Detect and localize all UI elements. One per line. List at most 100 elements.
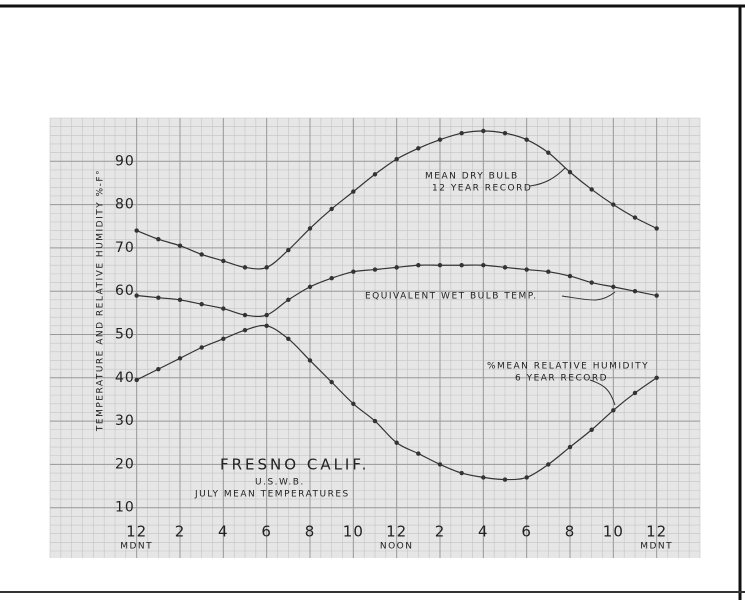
y-axis-label: TEMPERATURE AND RELATIVE HUMIDITY %-F° [96,169,106,432]
y-tick-label: 40 [115,370,135,386]
data-point [654,293,659,298]
data-point [437,462,443,467]
data-point [242,312,248,318]
data-point [372,418,378,424]
data-point [394,440,399,445]
data-point [156,237,161,242]
data-point [437,137,443,142]
data-point [242,265,248,270]
subtitle: U.S.W.B. [255,478,305,488]
data-point [286,336,291,342]
x-tick-label: 8 [565,523,576,541]
data-point [221,336,226,342]
series-label: MEAN DRY BULB [425,172,519,182]
grid [49,117,701,558]
data-point [416,146,421,151]
x-tick-label: 2 [435,523,446,541]
data-point [156,295,161,300]
data-point [567,444,573,450]
data-point [286,297,291,303]
data-point [134,228,139,233]
arrow [589,379,616,406]
arrow [529,167,566,187]
x-tick-label: 2 [175,523,186,541]
data-point [221,306,226,311]
data-point [632,390,638,396]
data-point [199,345,204,350]
series-label: %MEAN RELATIVE HUMIDITY [487,362,649,372]
data-point [199,301,204,307]
data-point [416,451,421,456]
y-tick-label: 10 [115,500,135,516]
data-point [329,276,334,281]
data-point [481,128,486,134]
caption: JULY MEAN TEMPERATURES [194,490,350,500]
y-tick-label: 90 [115,153,135,169]
data-point [177,297,183,303]
x-tick-label: 12 [646,523,667,541]
data-point [524,137,529,142]
data-point [177,243,183,248]
y-tick-label: 50 [115,327,135,343]
x-tick-label: 10 [343,523,364,541]
y-tick-label: 80 [115,197,135,213]
x-tick-label: 4 [218,523,229,541]
data-point [329,379,334,385]
data-point [286,247,291,253]
data-point [611,284,616,290]
data-point [589,187,594,192]
data-point [177,356,183,361]
x-sub-label: NOON [380,542,414,552]
x-tick-label: 6 [521,523,532,541]
data-point [632,215,638,220]
x-sub-label: MDNT [640,542,673,552]
data-point [502,477,508,482]
data-point [394,156,399,162]
data-point [394,265,399,270]
x-sub-label: MDNT [120,542,153,552]
data-point [307,226,313,231]
data-point [567,273,573,279]
y-tick-label: 20 [115,456,135,472]
data-point [351,269,356,274]
data-point [242,327,248,333]
data-point [156,366,161,372]
data-point [372,172,378,177]
data-point [134,377,139,383]
x-tick-label: 10 [603,523,624,541]
data-point [502,265,508,270]
data-point [567,169,573,175]
y-tick-label: 30 [115,413,135,429]
data-point [221,258,226,264]
data-point [307,358,313,363]
data-point [416,263,421,268]
x-tick-label: 12 [126,523,147,541]
data-point [481,263,486,268]
data-point [611,202,616,207]
data-point [459,263,464,268]
data-point [502,130,508,136]
data-point [611,408,616,413]
series-note: 6 YEAR RECORD [515,374,608,384]
data-point [329,206,334,212]
x-tick-label: 6 [261,523,272,541]
x-tick-label: 4 [478,523,489,541]
data-point [307,284,313,290]
data-point [546,269,551,274]
data-point [264,265,269,270]
data-point [589,280,594,285]
x-tick-label: 8 [305,523,316,541]
data-point [372,267,378,272]
series-note: 12 YEAR RECORD [432,184,532,194]
series-label: EQUIVALENT WET BULB TEMP. [365,292,538,302]
arrow [561,291,616,301]
data-point [654,375,659,380]
data-point [589,427,594,432]
y-tick-label: 70 [115,240,135,256]
x-tick-label: 12 [386,523,407,541]
data-point [199,252,204,257]
chart-title: FRESNO CALIF. [220,456,369,474]
data-point [351,189,356,194]
data-point [459,470,464,476]
